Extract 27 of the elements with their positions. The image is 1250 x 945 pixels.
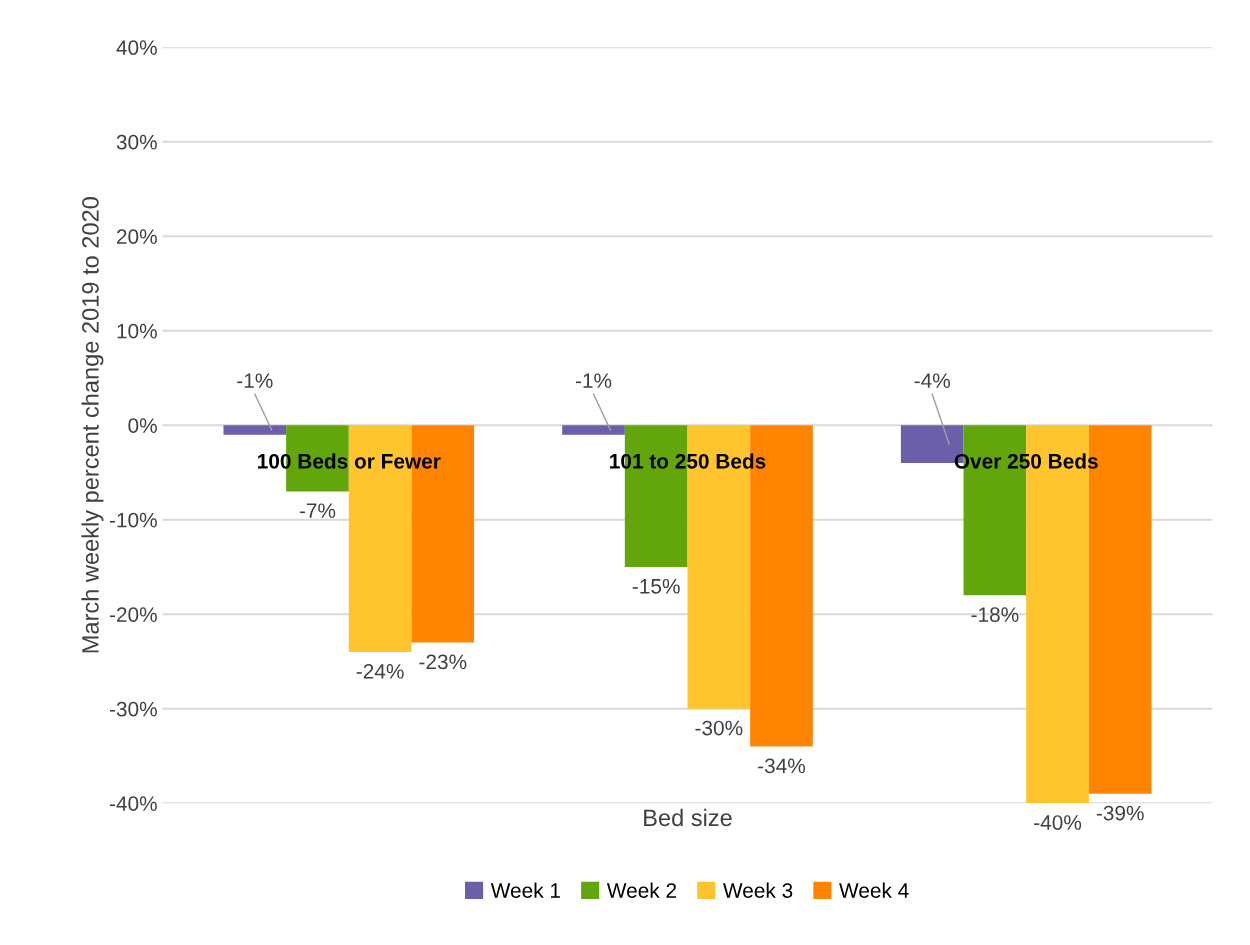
legend-label: Week 4 — [839, 882, 909, 898]
legend-label: Week 1 — [490, 882, 560, 898]
data-label: -18% — [971, 607, 1019, 622]
data-label: -30% — [695, 720, 743, 736]
x-axis-title: Bed size — [644, 808, 732, 827]
data-label: -7% — [299, 503, 336, 518]
data-label: -40% — [1034, 815, 1082, 830]
data-label: -23% — [419, 654, 467, 670]
data-label: -15% — [632, 578, 680, 594]
data-label: -4% — [914, 373, 950, 388]
y-axis-title: March weekly percent change 2019 to 2020 — [81, 197, 104, 653]
data-label: -34% — [758, 758, 806, 774]
y-tick-label: -30% — [109, 701, 157, 717]
y-tick-label: 40% — [116, 40, 157, 55]
y-tick-label: -20% — [109, 607, 157, 622]
data-label: -1% — [575, 373, 612, 388]
y-tick-label: 10% — [117, 323, 157, 339]
data-label: -1% — [237, 373, 273, 388]
y-tick-label: 30% — [116, 134, 157, 150]
legend-label: Week 3 — [723, 882, 793, 898]
y-tick-label: -40% — [109, 796, 157, 811]
y-tick-label: 0% — [128, 418, 157, 433]
y-tick-label: -10% — [109, 512, 157, 528]
data-label: -39% — [1096, 805, 1144, 821]
data-label: -24% — [356, 663, 404, 679]
y-tick-label: 20% — [116, 229, 157, 244]
legend-label: Week 2 — [606, 882, 677, 898]
